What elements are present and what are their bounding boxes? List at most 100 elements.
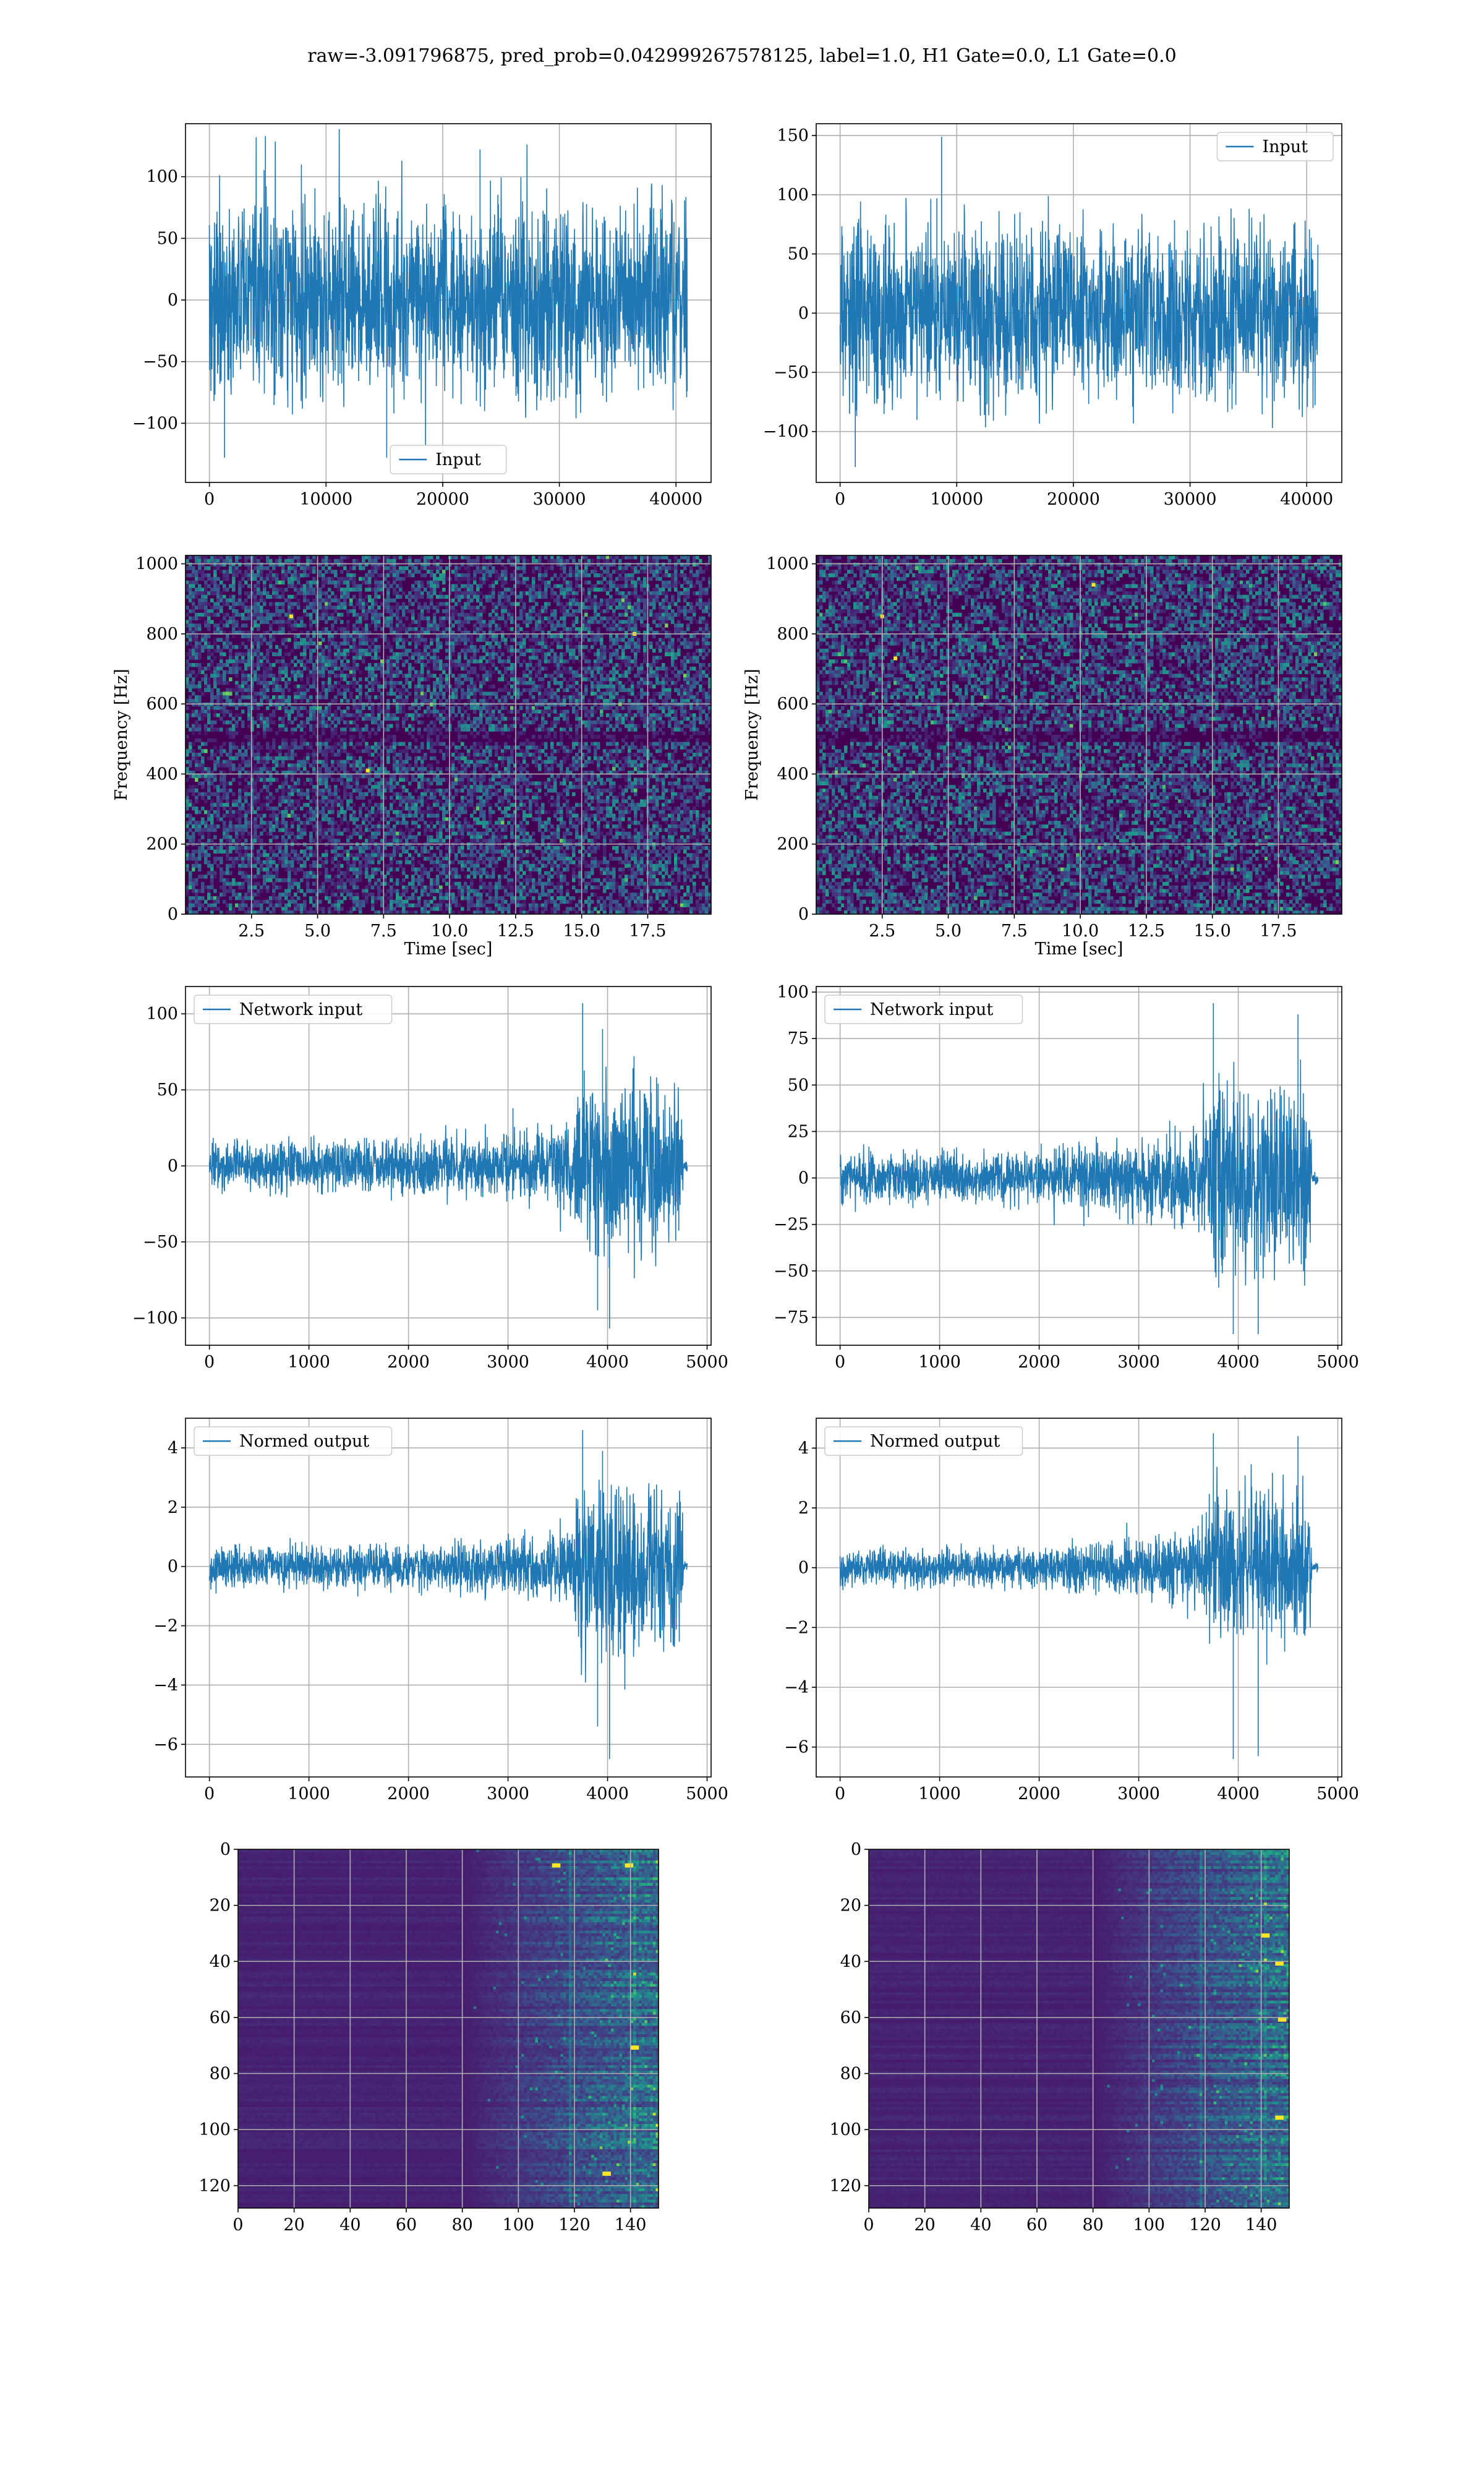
y-tick-label: 150 — [777, 126, 809, 145]
x-tick-label: 20000 — [416, 490, 469, 509]
subplot-features-h1: 0 20 40 60 80 100 120 140 0 20 40 60 80 100 120 — [198, 1840, 659, 2235]
y-tick-label: 100 — [146, 168, 178, 187]
plot-area — [238, 1849, 659, 2208]
axes-frame — [185, 123, 712, 483]
y-tick-label: 75 — [788, 1029, 809, 1048]
x-tick-label: 2000 — [1018, 1353, 1060, 1372]
x-tick-label: 17.5 — [1260, 922, 1297, 941]
heatmap-cells — [238, 1849, 659, 2208]
legend-box — [390, 445, 507, 474]
x-tick-label: 10.0 — [431, 922, 468, 941]
subplot-normed-l1: 0 1000 2000 3000 4000 5000 −6 −4 −2 0 2 4 Normed out… — [784, 1418, 1359, 1804]
x-tick-label: 7.5 — [370, 922, 397, 941]
x-tick-label: 3000 — [487, 1784, 529, 1804]
x-tick-label: 17.5 — [629, 922, 666, 941]
subplot-input-l1: 0 10000 20000 30000 40000 −100 −50 0 50 100 150 Inp… — [763, 123, 1342, 509]
y-tick-label: 600 — [777, 695, 809, 714]
bright-cell — [630, 2045, 639, 2050]
x-tick-label: 80 — [451, 2215, 472, 2235]
y-tick-label: 0 — [798, 1169, 809, 1188]
x-tick-label: 100 — [503, 2215, 535, 2235]
axes-frame — [816, 1418, 1342, 1778]
y-tick-label: 80 — [840, 2065, 861, 2084]
x-tick-label: 1000 — [288, 1353, 330, 1372]
legend: Normed output — [824, 1426, 1023, 1456]
axes-frame — [185, 555, 712, 915]
legend-label: Normed output — [239, 1432, 369, 1451]
y-tick-label: 0 — [798, 304, 809, 323]
legend: Input — [390, 445, 507, 474]
series-line — [208, 129, 688, 458]
x-tick-label: 0 — [863, 2215, 874, 2235]
x-tick-label: 3000 — [1117, 1353, 1160, 1372]
y-tick-label: 0 — [168, 291, 178, 310]
axes-frame — [868, 1849, 1290, 2209]
y-tick-label: 0 — [220, 1840, 231, 1859]
bright-spot — [289, 614, 293, 618]
y-tick-label: 600 — [146, 695, 178, 714]
y-tick-label: 200 — [146, 835, 178, 854]
heatmap-cells — [816, 555, 1342, 914]
plot-area — [869, 1849, 1289, 2208]
axes-frame — [816, 555, 1342, 915]
y-tick-label: 2 — [798, 1499, 809, 1518]
legend-box — [194, 995, 393, 1024]
x-tick-label: 0 — [835, 1784, 845, 1804]
bright-cell — [552, 1863, 561, 1868]
plot-area — [186, 555, 711, 914]
x-tick-label: 2000 — [387, 1784, 430, 1804]
figure-title: raw=-3.091796875, pred_prob=0.0429992675… — [307, 45, 1176, 67]
legend-label: Input — [1263, 137, 1308, 156]
y-tick-label: −4 — [784, 1678, 809, 1697]
legend-box — [824, 995, 1023, 1024]
x-tick-label: 1000 — [918, 1353, 961, 1372]
series-line — [839, 137, 1319, 468]
x-tick-label: 5000 — [1316, 1784, 1359, 1804]
x-tick-label: 12.5 — [1128, 922, 1165, 941]
x-tick-label: 30000 — [533, 490, 586, 509]
subplot-grid: 0 10000 20000 30000 40000−100−50050100Input0… — [112, 123, 1359, 2235]
x-tick-label: 12.5 — [497, 922, 534, 941]
x-tick-label: 4000 — [586, 1353, 629, 1372]
y-tick-label: −50 — [774, 363, 809, 382]
y-tick-label: 50 — [157, 1081, 178, 1100]
x-tick-label: 5000 — [686, 1784, 728, 1804]
subplot-netin-h1: 0 1000 2000 3000 4000 5000 −100 −50 0 50 100 Networ… — [132, 986, 728, 1372]
y-tick-label: −6 — [153, 1735, 178, 1754]
x-axis-label: Time [sec] — [1035, 940, 1124, 959]
y-tick-label: 60 — [210, 2008, 231, 2027]
x-tick-label: 2000 — [387, 1353, 430, 1372]
y-tick-label: 100 — [829, 2120, 861, 2139]
legend-label: Network input — [239, 1000, 362, 1019]
subplot-netin-l1: 0 1000 2000 3000 4000 5000 −75 −50 −25 0 25 50 75 100… — [774, 983, 1359, 1372]
x-tick-label: 0 — [232, 2215, 243, 2235]
subplot-spec-l1: 2.5 5.0 7.5 10.0 12.5 15.0 17.5 0 200 400 600 800 10… — [743, 555, 1342, 959]
x-tick-label: 10000 — [299, 490, 352, 509]
legend: Input — [1216, 132, 1334, 161]
y-tick-label: −4 — [153, 1676, 178, 1695]
x-tick-label: 10000 — [930, 490, 983, 509]
plot-area — [186, 1418, 711, 1777]
y-tick-label: −6 — [784, 1738, 809, 1757]
x-tick-label: 4000 — [1217, 1353, 1260, 1372]
series-line — [839, 1003, 1319, 1334]
y-tick-label: −25 — [774, 1215, 809, 1235]
y-tick-label: 50 — [157, 229, 178, 248]
plot-area — [816, 1418, 1342, 1777]
bright-spot — [893, 656, 898, 661]
y-tick-label: 120 — [829, 2177, 861, 2196]
x-tick-label: 1000 — [918, 1784, 961, 1804]
y-tick-label: 80 — [210, 2065, 231, 2084]
bright-cell — [1277, 2017, 1287, 2022]
plot-area — [816, 987, 1342, 1345]
y-tick-label: 400 — [777, 764, 809, 784]
y-tick-label: −100 — [132, 1309, 178, 1328]
y-tick-label: −100 — [132, 414, 178, 433]
axes-frame — [185, 1418, 712, 1778]
x-tick-label: 40 — [970, 2215, 991, 2235]
y-tick-label: 400 — [146, 764, 178, 784]
y-tick-label: 200 — [777, 835, 809, 854]
subplot-spec-h1: 2.5 5.0 7.5 10.0 12.5 15.0 17.5 0 200 400 600 800 10… — [112, 555, 712, 959]
y-tick-label: 100 — [777, 186, 809, 205]
